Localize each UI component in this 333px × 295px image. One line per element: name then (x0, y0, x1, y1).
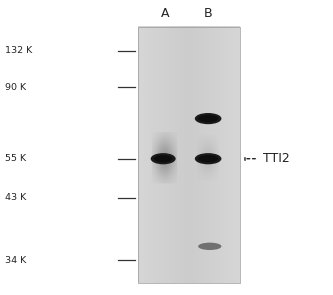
Ellipse shape (198, 242, 221, 250)
Ellipse shape (154, 155, 172, 162)
Ellipse shape (198, 115, 218, 122)
Text: TTI2: TTI2 (263, 152, 290, 165)
Ellipse shape (151, 153, 176, 164)
Ellipse shape (195, 113, 221, 124)
Text: 43 K: 43 K (5, 193, 26, 202)
Ellipse shape (198, 155, 218, 162)
Text: 34 K: 34 K (5, 256, 26, 265)
Text: A: A (161, 7, 169, 20)
Text: 55 K: 55 K (5, 154, 26, 163)
Text: B: B (204, 7, 212, 20)
Text: 132 K: 132 K (5, 46, 32, 55)
Text: 90 K: 90 K (5, 83, 26, 91)
Ellipse shape (195, 153, 221, 164)
Bar (138, 27, 240, 283)
